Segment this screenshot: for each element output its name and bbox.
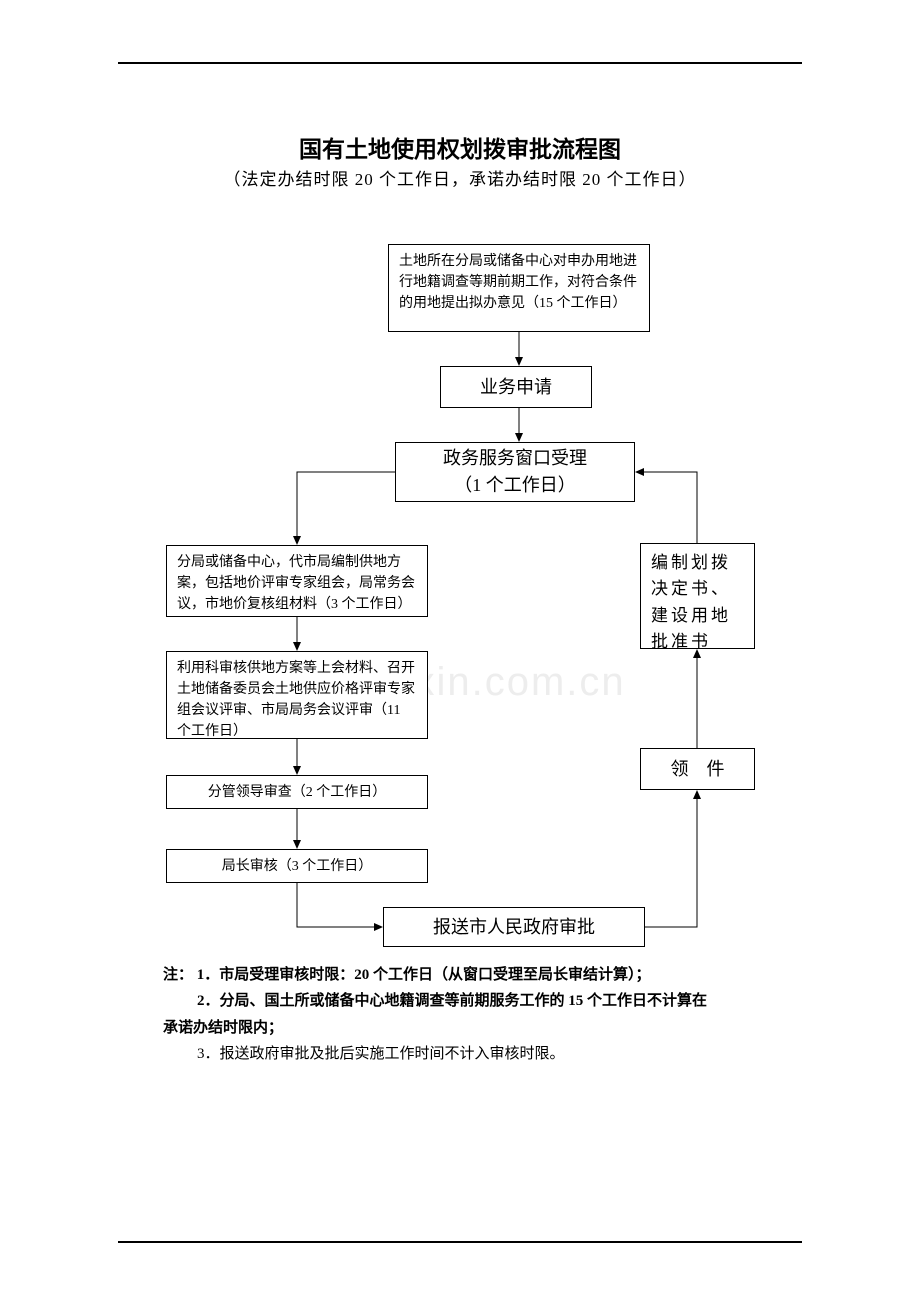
flow-node-prework: 土地所在分局或储备中心对申办用地进行地籍调查等期前期工作，对符合条件的用地提出拟… [388, 244, 650, 332]
flow-node-accept-line2: （1 个工作日） [454, 472, 576, 499]
document-subtitle: （法定办结时限 20 个工作日，承诺办结时限 20 个工作日） [0, 165, 920, 190]
page-top-rule [118, 62, 802, 64]
flow-node-compile-docs: 编制划拨决定书、建设用地批准书 [640, 543, 755, 649]
notes-prefix: 注： [163, 967, 193, 983]
flow-node-apply: 业务申请 [440, 366, 592, 408]
notes-line3: 3．报送政府审批及批后实施工作时间不计入审核时限。 [197, 1046, 565, 1062]
flow-node-accept: 政务服务窗口受理 （1 个工作日） [395, 442, 635, 502]
notes-line2a: 2．分局、国土所或储备中心地籍调查等前期服务工作的 15 个工作日不计算在 [197, 993, 707, 1009]
page-bottom-rule [118, 1241, 802, 1243]
notes-block: 注： 1．市局受理审核时限：20 个工作日（从窗口受理至局长审结计算）； 2．分… [163, 962, 783, 1067]
flow-node-gov-approval: 报送市人民政府审批 [383, 907, 645, 947]
notes-line2b: 承诺办结时限内； [163, 1020, 283, 1036]
flow-node-review: 利用科审核供地方案等上会材料、召开土地储备委员会土地供应价格评审专家组会议评审、… [166, 651, 428, 739]
flow-node-collect: 领 件 [640, 748, 755, 790]
flow-node-plan: 分局或储备中心，代市局编制供地方案，包括地价评审专家组会，局常务会议，市地价复核… [166, 545, 428, 617]
flow-node-leader-check: 分管领导审查（2 个工作日） [166, 775, 428, 809]
document-title: 国有土地使用权划拨审批流程图 [0, 130, 920, 164]
notes-line1: 1．市局受理审核时限：20 个工作日（从窗口受理至局长审结计算）； [197, 967, 651, 983]
flow-node-accept-line1: 政务服务窗口受理 [443, 445, 587, 472]
flow-node-director-check: 局长审核（3 个工作日） [166, 849, 428, 883]
flow-connectors [0, 0, 920, 1302]
